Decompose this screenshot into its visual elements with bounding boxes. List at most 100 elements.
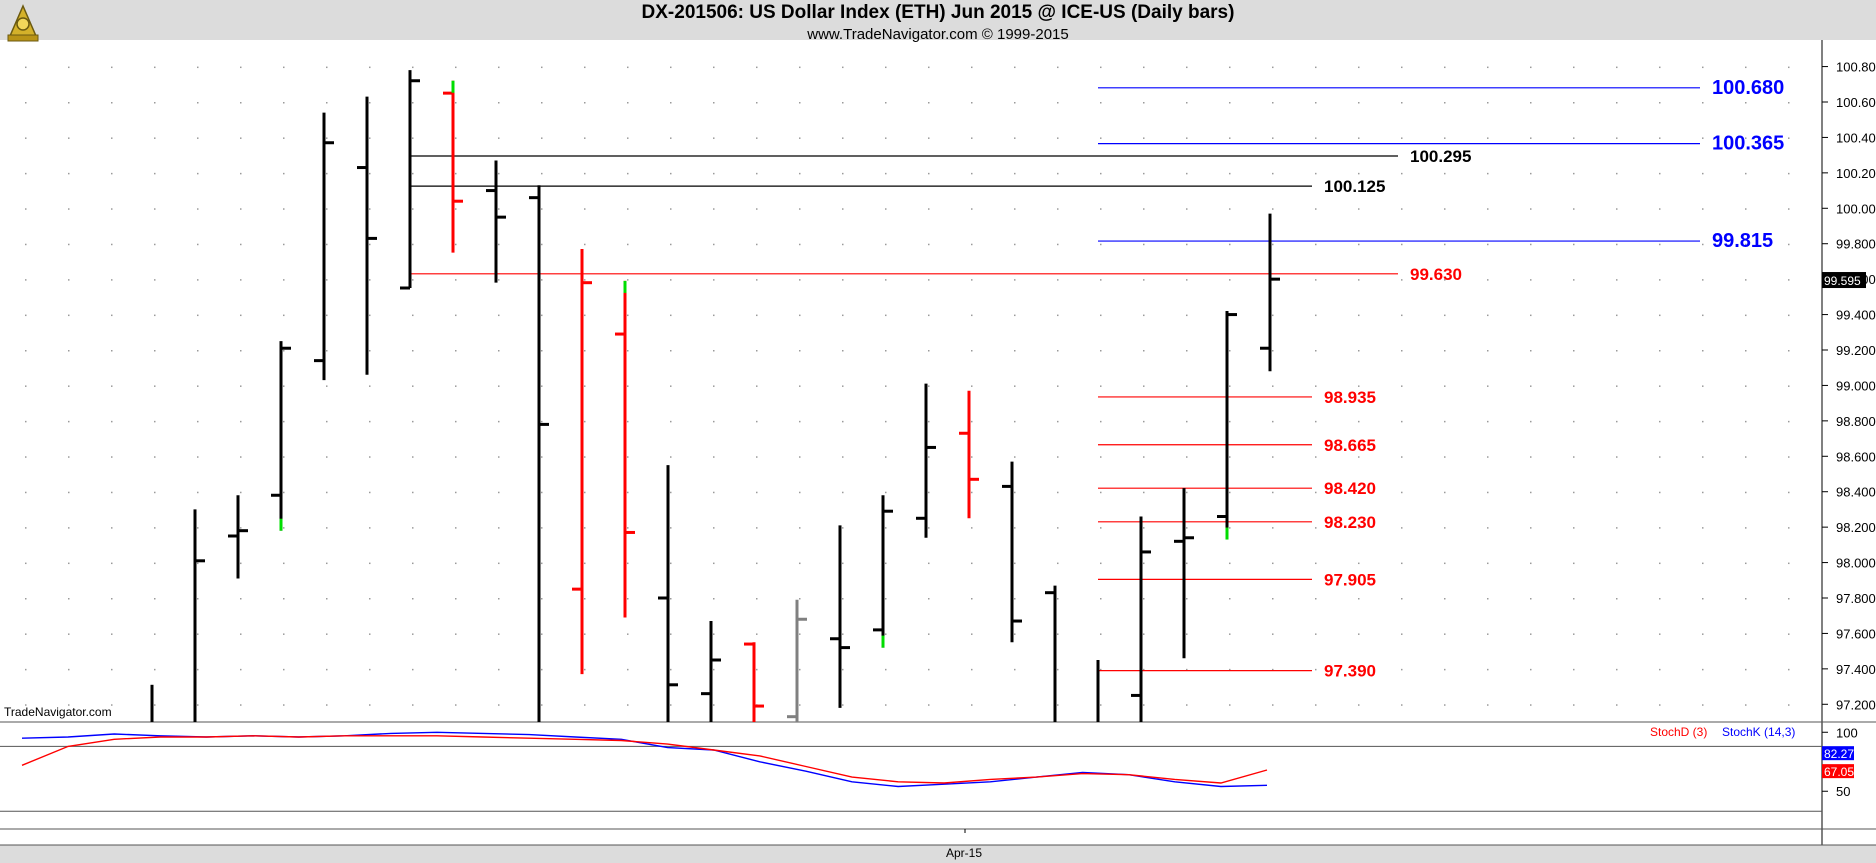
grid-dot [1100, 491, 1102, 494]
grid-dot [283, 172, 285, 175]
grid-dot [541, 562, 543, 565]
legend-stochd: StochD (3) [1650, 725, 1707, 739]
grid-dot [1401, 456, 1403, 458]
grid-dot [111, 102, 113, 104]
grid-dot [498, 385, 500, 387]
grid-dot [1616, 208, 1618, 210]
grid-dot [111, 598, 113, 600]
grid-dot [756, 279, 758, 281]
grid-dot [1530, 704, 1532, 706]
grid-dot [1143, 102, 1145, 104]
price-bar [959, 390, 979, 519]
grid-dot [1573, 633, 1575, 635]
grid-dot [1315, 633, 1317, 635]
grid-dot [455, 562, 457, 565]
grid-dot [842, 456, 844, 458]
grid-dot [25, 456, 27, 458]
grid-dot [1315, 350, 1317, 352]
grid-dot [1530, 527, 1532, 529]
grid-dot [541, 243, 543, 246]
grid-dot [1272, 385, 1274, 387]
grid-dot [326, 102, 328, 104]
grid-dot [584, 562, 586, 565]
grid-dot [1616, 527, 1618, 529]
grid-dot [1616, 102, 1618, 104]
grid-dot [240, 243, 242, 246]
grid-dot [240, 385, 242, 387]
grid-dot [369, 314, 371, 317]
grid-dot [842, 562, 844, 565]
grid-dot [1315, 491, 1317, 494]
grid-dot [842, 598, 844, 600]
grid-dots [25, 66, 1790, 706]
grid-dot [1057, 350, 1059, 352]
chart-subtitle: www.TradeNavigator.com © 1999-2015 [807, 26, 1069, 43]
grid-dot [1186, 137, 1188, 139]
grid-dot [1014, 420, 1016, 423]
grid-dot [1702, 456, 1704, 458]
grid-dot [498, 350, 500, 352]
grid-dot [842, 704, 844, 706]
grid-dot [1358, 66, 1360, 69]
grid-dot [1745, 243, 1747, 246]
grid-dot [455, 385, 457, 387]
y-axis-background [1822, 40, 1876, 845]
grid-dot [756, 668, 758, 671]
grid-dot [1272, 137, 1274, 139]
grid-dot [1659, 456, 1661, 458]
grid-dot [670, 491, 672, 494]
grid-dot [1573, 385, 1575, 387]
grid-dot [971, 66, 973, 69]
grid-dot [1186, 420, 1188, 423]
grid-dot [1272, 350, 1274, 352]
grid-dot [154, 598, 156, 600]
grid-dot [1702, 420, 1704, 423]
grid-dot [928, 208, 930, 210]
grid-dot [1100, 279, 1102, 281]
watermark: TradeNavigator.com [4, 705, 112, 719]
grid-dot [326, 704, 328, 706]
grid-dot [885, 279, 887, 281]
grid-dot [627, 527, 629, 529]
grid-dot [1401, 668, 1403, 671]
grid-dot [1530, 208, 1532, 210]
grid-dot [541, 456, 543, 458]
price-bar [916, 383, 936, 538]
grid-dot [756, 208, 758, 210]
grid-dot [25, 420, 27, 423]
grid-dot [1702, 527, 1704, 529]
grid-dot [1530, 350, 1532, 352]
grid-dot [627, 243, 629, 246]
grid-dot [68, 172, 70, 175]
grid-dot [1788, 491, 1790, 494]
grid-dot [1358, 562, 1360, 565]
grid-dot [369, 208, 371, 210]
grid-dot [68, 66, 70, 69]
grid-dot [1272, 66, 1274, 69]
grid-dot [1229, 243, 1231, 246]
grid-dot [541, 314, 543, 317]
grid-dot [627, 66, 629, 69]
grid-dot [1659, 633, 1661, 635]
grid-dot [1702, 66, 1704, 69]
grid-dot [1401, 527, 1403, 529]
grid-dot [1229, 633, 1231, 635]
grid-dot [885, 385, 887, 387]
grid-dot [971, 491, 973, 494]
grid-dot [1487, 420, 1489, 423]
grid-dot [928, 420, 930, 423]
grid-dot [713, 102, 715, 104]
grid-dot [799, 208, 801, 210]
grid-dot [584, 172, 586, 175]
grid-dot [799, 704, 801, 706]
grid-dot [584, 491, 586, 494]
grid-dot [928, 668, 930, 671]
grid-dot [1186, 66, 1188, 69]
grid-dot [756, 314, 758, 317]
grid-dot [412, 562, 414, 565]
grid-dot [1573, 527, 1575, 529]
grid-dot [455, 314, 457, 317]
grid-dot [842, 314, 844, 317]
grid-dot [1272, 456, 1274, 458]
grid-dot [1186, 491, 1188, 494]
